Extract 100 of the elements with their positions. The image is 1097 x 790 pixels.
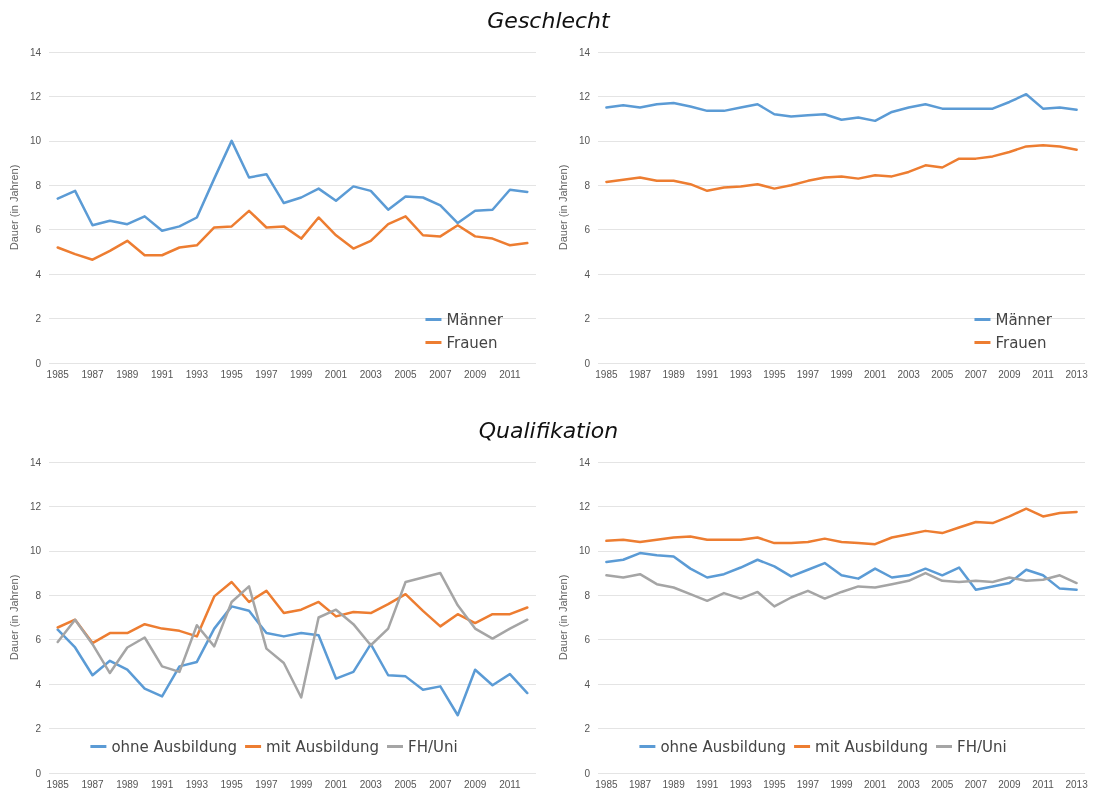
x-tick-label: 1995 bbox=[763, 368, 786, 380]
y-tick-label: 2 bbox=[35, 313, 42, 325]
x-tick-label: 1989 bbox=[662, 368, 686, 380]
x-tick-label: 1989 bbox=[116, 778, 139, 790]
x-tick-label: 1997 bbox=[796, 778, 820, 790]
x-tick-label: 1989 bbox=[116, 368, 139, 380]
x-tick-label: 2005 bbox=[931, 778, 954, 790]
line-series bbox=[56, 605, 529, 717]
y-tick-label: 4 bbox=[584, 678, 591, 690]
y-tick-label: 0 bbox=[584, 767, 591, 779]
x-tick-label: 1985 bbox=[595, 368, 618, 380]
x-tick-label: 1999 bbox=[830, 368, 854, 380]
chart-title: Geschlecht bbox=[486, 8, 612, 33]
x-tick-label: 1997 bbox=[255, 368, 278, 380]
y-tick-label: 14 bbox=[29, 46, 42, 58]
x-tick-label: 1999 bbox=[290, 778, 313, 790]
y-tick-label: 6 bbox=[35, 224, 42, 236]
line-series bbox=[56, 139, 529, 233]
x-tick-label: 1993 bbox=[729, 778, 753, 790]
y-tick-label: 2 bbox=[35, 723, 42, 735]
x-tick-label: 2009 bbox=[998, 368, 1021, 380]
x-tick-label: 2005 bbox=[931, 368, 954, 380]
x-tick-label: 1997 bbox=[796, 368, 820, 380]
y-axis-title: Dauer (in Jahren) bbox=[7, 574, 20, 661]
y-tick-label: 2 bbox=[584, 313, 591, 325]
line-series bbox=[605, 92, 1078, 123]
x-tick-label: 2005 bbox=[394, 368, 418, 380]
y-tick-label: 0 bbox=[584, 357, 591, 369]
x-tick-label: 2009 bbox=[464, 368, 487, 380]
x-tick-label: 1995 bbox=[220, 778, 244, 790]
x-tick-label: 1985 bbox=[595, 778, 618, 790]
chart-title: Qualifikation bbox=[477, 418, 620, 443]
y-tick-label: 6 bbox=[35, 634, 42, 646]
y-tick-label: 0 bbox=[35, 357, 42, 369]
x-tick-label: 2007 bbox=[964, 368, 988, 380]
legend-label: ohne Ausbildung bbox=[660, 737, 787, 756]
y-axis-title: Dauer (in Jahren) bbox=[7, 164, 20, 251]
x-tick-label: 1999 bbox=[290, 368, 313, 380]
y-tick-label: 12 bbox=[29, 500, 42, 512]
x-tick-label: 2007 bbox=[429, 778, 452, 790]
y-tick-label: 4 bbox=[35, 678, 42, 690]
legend-label: Frauen bbox=[995, 333, 1047, 352]
x-tick-label: 2003 bbox=[359, 778, 383, 790]
y-axis-title: Dauer (in Jahren) bbox=[556, 164, 569, 251]
x-tick-label: 1985 bbox=[46, 368, 70, 380]
line-series bbox=[605, 571, 1078, 608]
x-tick-label: 1999 bbox=[830, 778, 854, 790]
y-tick-label: 0 bbox=[35, 767, 42, 779]
x-tick-label: 2001 bbox=[324, 368, 348, 380]
y-tick-label: 4 bbox=[584, 268, 591, 280]
x-tick-label: 2013 bbox=[1065, 778, 1089, 790]
x-tick-label: 2011 bbox=[499, 778, 522, 790]
y-tick-label: 10 bbox=[29, 135, 42, 147]
y-tick-label: 10 bbox=[578, 135, 591, 147]
y-tick-label: 8 bbox=[584, 179, 591, 191]
y-tick-label: 14 bbox=[578, 456, 591, 468]
x-tick-label: 1993 bbox=[185, 778, 209, 790]
y-tick-label: 12 bbox=[578, 90, 591, 102]
x-tick-label: 2011 bbox=[1032, 778, 1055, 790]
legend-label: mit Ausbildung bbox=[266, 737, 380, 756]
x-tick-label: 1993 bbox=[185, 368, 209, 380]
x-tick-label: 1993 bbox=[729, 368, 753, 380]
x-tick-label: 2011 bbox=[1032, 368, 1055, 380]
legend-label: Männer bbox=[446, 310, 504, 329]
x-tick-label: 1987 bbox=[628, 778, 652, 790]
x-tick-label: 1995 bbox=[220, 368, 244, 380]
legend-label: FH/Uni bbox=[957, 737, 1007, 756]
x-tick-label: 1991 bbox=[150, 368, 174, 380]
x-tick-label: 2001 bbox=[863, 368, 887, 380]
x-tick-label: 2003 bbox=[359, 368, 383, 380]
legend-label: FH/Uni bbox=[408, 737, 458, 756]
y-tick-label: 6 bbox=[584, 224, 591, 236]
x-tick-label: 1991 bbox=[150, 778, 174, 790]
x-tick-label: 1989 bbox=[662, 778, 686, 790]
x-tick-label: 1987 bbox=[628, 368, 652, 380]
x-tick-label: 2009 bbox=[464, 778, 487, 790]
x-tick-label: 1995 bbox=[763, 778, 786, 790]
x-tick-label: 2001 bbox=[863, 778, 887, 790]
x-tick-label: 1987 bbox=[81, 778, 105, 790]
line-series bbox=[56, 209, 529, 261]
x-tick-label: 2009 bbox=[998, 778, 1021, 790]
x-tick-label: 1985 bbox=[46, 778, 70, 790]
line-series bbox=[605, 144, 1078, 193]
line-series bbox=[605, 551, 1078, 591]
legend-label: Männer bbox=[995, 310, 1053, 329]
y-tick-label: 6 bbox=[584, 634, 591, 646]
y-tick-label: 2 bbox=[584, 723, 591, 735]
line-series bbox=[56, 571, 529, 699]
y-tick-label: 10 bbox=[29, 545, 42, 557]
x-tick-label: 2013 bbox=[1065, 368, 1089, 380]
x-tick-label: 2003 bbox=[897, 778, 921, 790]
x-tick-label: 1991 bbox=[696, 368, 719, 380]
x-tick-label: 2001 bbox=[324, 778, 348, 790]
legend-label: mit Ausbildung bbox=[815, 737, 929, 756]
line-series bbox=[605, 507, 1078, 546]
x-tick-label: 2011 bbox=[499, 368, 522, 380]
x-tick-label: 1997 bbox=[255, 778, 278, 790]
y-axis-title: Dauer (in Jahren) bbox=[556, 574, 569, 661]
x-tick-label: 2007 bbox=[429, 368, 452, 380]
y-tick-label: 8 bbox=[584, 589, 591, 601]
